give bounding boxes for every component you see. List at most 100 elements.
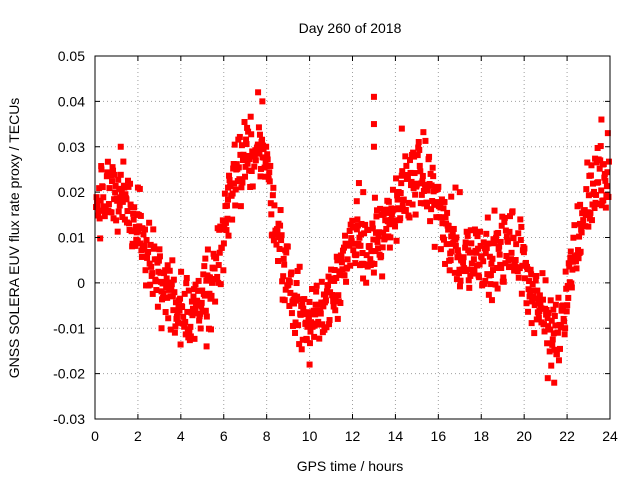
data-point	[600, 161, 607, 168]
data-point	[245, 128, 252, 135]
data-point	[445, 226, 452, 233]
data-point	[328, 266, 335, 273]
data-point	[368, 248, 375, 255]
data-point	[511, 260, 518, 267]
data-point	[539, 270, 546, 277]
data-point	[202, 255, 209, 262]
data-point	[94, 198, 101, 205]
data-point	[117, 194, 124, 201]
data-point	[309, 285, 316, 292]
data-point	[330, 303, 337, 310]
data-point	[546, 348, 553, 355]
data-point	[521, 245, 528, 252]
data-point	[113, 217, 120, 224]
data-point	[571, 222, 578, 229]
data-point	[301, 296, 308, 303]
data-point	[417, 200, 424, 207]
data-point	[598, 116, 605, 123]
data-point	[230, 165, 237, 172]
data-point	[473, 249, 480, 256]
data-point	[109, 164, 116, 171]
data-point	[124, 208, 131, 215]
data-point	[182, 318, 189, 325]
data-point	[232, 186, 239, 193]
data-point	[294, 268, 301, 275]
data-point	[295, 322, 302, 329]
data-point	[379, 273, 386, 280]
data-point	[337, 299, 344, 306]
data-point	[243, 141, 250, 148]
data-point	[350, 240, 357, 247]
data-point	[535, 314, 542, 321]
data-point	[569, 266, 576, 273]
data-point	[313, 282, 320, 289]
data-point	[329, 292, 336, 299]
data-point	[295, 296, 302, 303]
data-point	[255, 124, 262, 131]
data-point	[597, 143, 604, 150]
data-point	[208, 292, 215, 299]
data-point	[437, 204, 444, 211]
data-point	[160, 294, 167, 301]
data-point	[319, 321, 326, 328]
data-point	[341, 272, 348, 279]
data-point	[605, 193, 612, 200]
data-point	[572, 258, 579, 265]
data-point	[520, 249, 527, 256]
data-point	[264, 151, 271, 158]
data-point	[111, 171, 118, 178]
data-point	[585, 223, 592, 230]
data-point	[577, 248, 584, 255]
data-point	[514, 268, 521, 275]
data-point	[237, 203, 244, 210]
data-point	[580, 217, 587, 224]
data-point	[375, 245, 382, 252]
data-point	[491, 207, 498, 214]
data-point	[207, 326, 214, 333]
data-point	[460, 254, 467, 261]
data-point	[349, 217, 356, 224]
data-point	[137, 212, 144, 219]
data-point	[238, 142, 245, 149]
data-point	[537, 300, 544, 307]
data-point	[278, 237, 285, 244]
data-point	[273, 241, 280, 248]
data-point	[515, 274, 522, 281]
data-point	[150, 226, 157, 233]
data-point	[402, 206, 409, 213]
data-point	[429, 197, 436, 204]
data-point	[386, 244, 393, 251]
data-point	[456, 283, 463, 290]
data-point	[545, 323, 552, 330]
data-point	[594, 144, 601, 151]
data-point	[163, 275, 170, 282]
data-point	[144, 254, 151, 261]
data-point	[263, 143, 270, 150]
data-point	[470, 270, 477, 277]
data-point	[528, 271, 535, 278]
data-point	[163, 284, 170, 291]
data-point	[525, 286, 532, 293]
data-point	[604, 130, 611, 137]
data-point	[547, 297, 554, 304]
data-point	[304, 323, 311, 330]
data-point	[477, 228, 484, 235]
data-point	[190, 293, 197, 300]
data-point	[164, 262, 171, 269]
data-point	[464, 266, 471, 273]
data-point	[381, 235, 388, 242]
data-point	[96, 185, 103, 192]
data-point	[198, 303, 205, 310]
data-point	[251, 153, 258, 160]
data-point	[398, 172, 405, 179]
data-point	[282, 286, 289, 293]
data-point	[323, 288, 330, 295]
data-point	[275, 258, 282, 265]
data-point	[106, 185, 113, 192]
data-point	[240, 156, 247, 163]
data-point	[402, 153, 409, 160]
data-point	[463, 228, 470, 235]
data-point	[416, 162, 423, 169]
data-point	[411, 170, 418, 177]
data-point	[598, 202, 605, 209]
